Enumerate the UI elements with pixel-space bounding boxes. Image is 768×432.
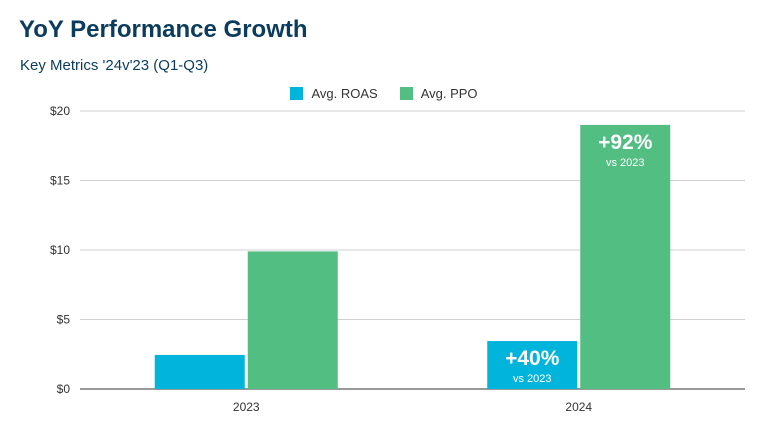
- annotation-growth: +40%: [505, 347, 560, 370]
- y-tick-label: $5: [57, 313, 71, 327]
- chart-title: YoY Performance Growth: [19, 16, 308, 43]
- y-tick-label: $20: [50, 104, 70, 118]
- legend: Avg. ROAS Avg. PPO: [0, 86, 768, 101]
- legend-swatch-roas: [290, 87, 304, 100]
- y-tick-label: $15: [50, 174, 70, 188]
- annotation-note: vs 2023: [513, 373, 552, 385]
- annotation-growth: +92%: [598, 131, 653, 154]
- chart-subtitle: Key Metrics '24v'23 (Q1-Q3): [20, 57, 209, 74]
- y-tick-label: $10: [50, 243, 70, 257]
- bar-roas-2023: [154, 354, 245, 389]
- x-tick-label: 2024: [565, 400, 592, 414]
- legend-label-ppo: Avg. PPO: [420, 86, 478, 101]
- bar-ppo-2024: [580, 124, 671, 390]
- bar-ppo-2023: [247, 251, 338, 389]
- legend-label-roas: Avg. ROAS: [311, 86, 378, 101]
- bar-roas-2024: [487, 341, 578, 389]
- x-tick-label: 2023: [233, 400, 260, 414]
- legend-item-roas: Avg. ROAS: [290, 86, 378, 101]
- legend-swatch-ppo: [399, 87, 413, 100]
- y-tick-label: $0: [57, 382, 71, 396]
- annotation-note: vs 2023: [606, 157, 645, 169]
- legend-item-ppo: Avg. PPO: [399, 86, 478, 101]
